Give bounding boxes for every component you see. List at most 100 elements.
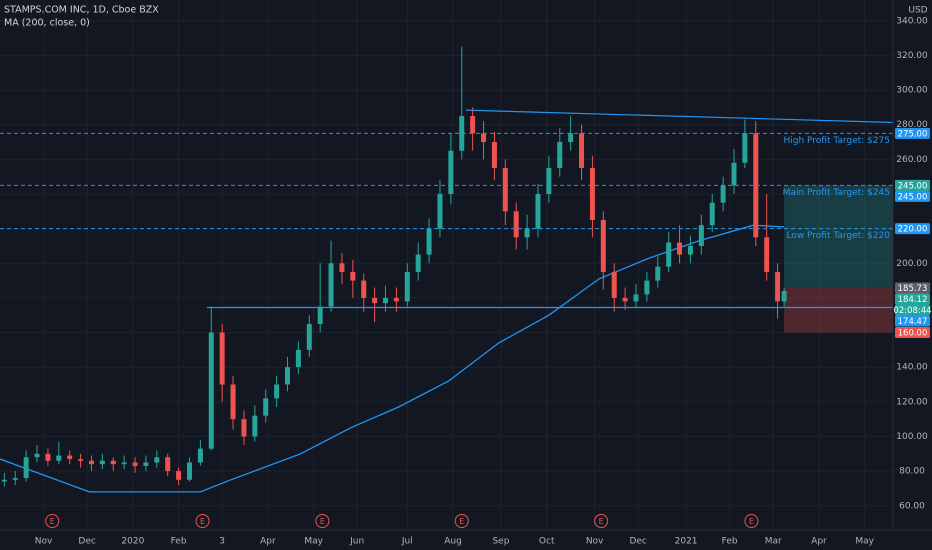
candle-body	[742, 133, 748, 163]
candle-body	[208, 332, 214, 449]
earnings-label: E	[200, 517, 205, 526]
price-label-box	[895, 190, 930, 202]
candle-body	[241, 419, 247, 437]
earnings-label: E	[320, 517, 325, 526]
x-tick-label: Aug	[444, 537, 462, 547]
candle-body	[448, 150, 454, 194]
candle-body	[775, 271, 781, 302]
price-label-box	[895, 293, 930, 305]
x-tick-label: Feb	[722, 537, 738, 547]
candle-body	[611, 271, 617, 298]
candle-body	[99, 460, 105, 465]
price-label: 185.73	[898, 284, 928, 294]
candle-body	[535, 193, 541, 229]
candle-body	[143, 462, 149, 466]
y-tick-label: 120.00	[896, 397, 928, 407]
x-tick-label: Sep	[492, 537, 509, 547]
candle-body	[415, 254, 421, 272]
candle-body	[274, 384, 280, 399]
candle-body	[677, 242, 683, 255]
y-tick-label: 260.00	[896, 155, 928, 165]
candle-body	[132, 462, 138, 466]
price-label-box	[895, 327, 930, 339]
earnings-marker	[594, 514, 609, 528]
target-label: Low Profit Target: $220	[786, 231, 890, 241]
candle-body	[165, 457, 171, 472]
earnings-marker	[195, 514, 210, 528]
price-label-box	[895, 304, 930, 316]
candle-body	[230, 384, 236, 420]
y-tick-label: 320.00	[896, 51, 928, 61]
candle-body	[644, 280, 650, 295]
candle-body	[491, 142, 497, 169]
x-tick-label: Dec	[629, 537, 646, 547]
y-tick-label: 100.00	[896, 432, 928, 442]
y-tick-label: 200.00	[896, 259, 928, 269]
candle-body	[579, 133, 585, 169]
candle-body	[176, 471, 182, 480]
moving-average	[0, 224, 785, 493]
candle-body	[589, 168, 595, 220]
candle-body	[154, 457, 160, 463]
earnings-label: E	[749, 517, 754, 526]
candle-body	[781, 290, 787, 302]
candle-body	[546, 168, 552, 194]
candle-body	[110, 460, 116, 465]
y-tick-label: 300.00	[896, 86, 928, 96]
candle-body	[67, 455, 73, 459]
indicator-legend: MA (200, close, 0)	[4, 18, 90, 29]
candle-body	[633, 294, 639, 302]
earnings-label: E	[50, 517, 55, 526]
candle-body	[295, 349, 301, 368]
target-label: Main Profit Target: $245	[783, 188, 890, 198]
candle-body	[317, 306, 323, 324]
candle-body	[121, 462, 127, 465]
earnings-label: E	[599, 517, 604, 526]
candle-body	[731, 162, 737, 186]
candle-body	[339, 263, 345, 272]
candle-body	[426, 228, 432, 255]
price-label-box	[895, 127, 930, 139]
candle-body	[437, 193, 443, 229]
x-tick-label: 2021	[675, 537, 698, 547]
candle-body	[393, 297, 399, 302]
x-tick-label: Dec	[78, 537, 95, 547]
price-label-box	[895, 282, 930, 294]
x-tick-label: Nov	[35, 537, 53, 547]
candle-body	[372, 297, 378, 304]
candle-body	[219, 332, 225, 385]
x-tick-label: May	[304, 537, 323, 547]
price-label: 245.00	[898, 181, 928, 191]
price-label: 02:08:44	[893, 306, 931, 316]
trendline	[466, 109, 894, 124]
chart-title: STAMPS.COM INC, 1D, Cboe BZX	[4, 5, 159, 16]
candle-body	[263, 398, 269, 416]
y-tick-label: 80.00	[899, 467, 925, 477]
candle-body	[252, 415, 258, 437]
candle-body	[56, 455, 62, 461]
price-label-box	[895, 315, 930, 327]
candle-body	[655, 266, 661, 281]
candle-body	[197, 448, 203, 463]
candle-body	[513, 211, 519, 238]
earnings-marker	[744, 514, 759, 528]
x-tick-label: Oct	[539, 537, 555, 547]
x-tick-label: Nov	[586, 537, 604, 547]
candle-body	[23, 457, 29, 479]
price-label: 160.00	[898, 329, 928, 339]
candle-body	[481, 133, 487, 143]
axes: 60.0080.00100.00120.00140.00160.00180.00…	[35, 16, 932, 546]
candle-body	[383, 297, 389, 304]
candle-body	[404, 271, 410, 302]
x-tick-label: Apr	[811, 537, 827, 547]
currency: USD	[908, 6, 927, 16]
x-tick-label: Jun	[349, 537, 364, 547]
earnings-marker	[454, 514, 469, 528]
candle-body	[557, 142, 563, 169]
candle-body	[698, 225, 704, 246]
price-label-box	[895, 223, 930, 235]
candle-body	[568, 133, 574, 143]
price-label: 245.00	[898, 192, 928, 202]
price-label-box	[895, 179, 930, 191]
